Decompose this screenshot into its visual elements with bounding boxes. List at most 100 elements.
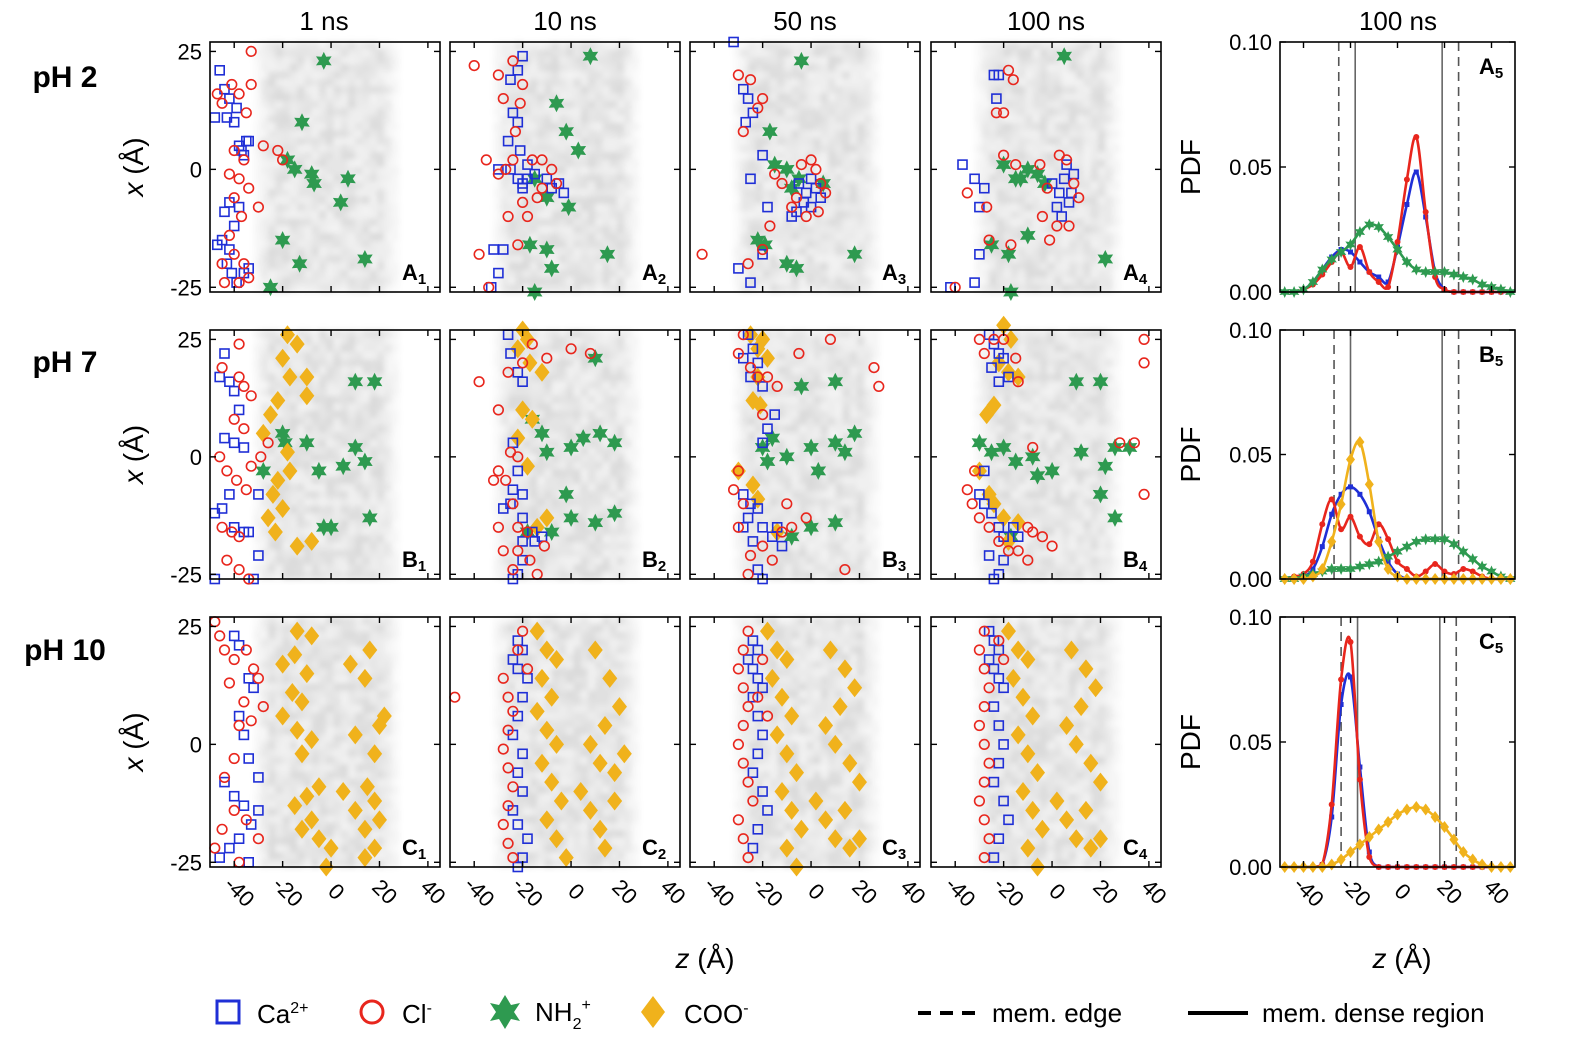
density-cell xyxy=(500,344,509,353)
density-cell xyxy=(624,86,633,95)
density-cell xyxy=(529,366,538,375)
density-cell xyxy=(558,330,567,338)
density-cell xyxy=(508,498,516,507)
density-cell xyxy=(1083,211,1092,220)
density-cell xyxy=(1090,130,1099,139)
density-cell xyxy=(377,366,385,375)
density-cell xyxy=(355,240,364,249)
density-cell xyxy=(558,269,567,278)
density-cell xyxy=(362,262,371,271)
density-cell xyxy=(1025,42,1034,50)
density-cell xyxy=(769,469,778,477)
density-cell xyxy=(348,211,356,220)
density-cell xyxy=(566,403,575,412)
density-cell xyxy=(762,476,771,485)
density-cell xyxy=(537,78,546,87)
density-cell xyxy=(1083,152,1092,161)
density-cell xyxy=(1003,115,1012,124)
density-cell xyxy=(544,498,553,507)
density-cell xyxy=(595,152,604,161)
density-cell xyxy=(275,498,284,507)
density-cell xyxy=(384,233,393,242)
density-cell xyxy=(340,527,349,536)
density-cell xyxy=(588,122,596,131)
density-cell xyxy=(835,233,844,242)
density-cell xyxy=(1054,56,1063,65)
density-cell xyxy=(1039,262,1048,271)
density-cell xyxy=(260,86,269,95)
coo-point xyxy=(263,405,279,425)
coo-point xyxy=(270,470,286,490)
density-cell xyxy=(573,203,582,212)
density-cell xyxy=(580,159,589,168)
density-cell xyxy=(602,564,611,573)
density-cell xyxy=(268,174,276,183)
nh-point xyxy=(846,245,863,264)
density-cell xyxy=(588,277,596,286)
nh-point xyxy=(558,485,574,504)
density-cell xyxy=(784,549,793,558)
density-cell xyxy=(333,152,342,161)
density-cell xyxy=(1018,108,1027,117)
density-cell xyxy=(297,64,306,73)
density-cell xyxy=(260,174,269,183)
density-cell xyxy=(348,395,356,404)
density-cell xyxy=(384,78,393,87)
col-title-2: 10 ns xyxy=(533,6,597,36)
density-cell xyxy=(595,557,604,565)
density-cell xyxy=(282,498,291,507)
density-cell xyxy=(609,130,618,139)
density-cell xyxy=(602,403,611,412)
density-cell xyxy=(849,196,858,205)
density-cell xyxy=(617,78,625,87)
density-cell xyxy=(1105,152,1114,161)
density-cell xyxy=(777,56,786,65)
density-cell xyxy=(333,86,342,95)
density-cell xyxy=(624,491,633,499)
density-cell xyxy=(508,491,516,499)
density-cell xyxy=(522,108,531,117)
density-cell xyxy=(740,137,749,146)
density-cell xyxy=(864,247,873,256)
density-cell xyxy=(580,144,589,153)
density-cell xyxy=(588,564,596,573)
density-cell xyxy=(1069,64,1077,73)
density-cell xyxy=(996,240,1005,249)
density-cell xyxy=(740,174,749,183)
density-cell xyxy=(384,100,393,109)
density-cell xyxy=(762,78,771,87)
nh-point xyxy=(274,231,291,250)
density-cell xyxy=(304,247,313,256)
cl-point xyxy=(216,521,228,533)
density-cell xyxy=(871,181,880,190)
density-cell xyxy=(500,439,509,448)
density-cell xyxy=(500,476,509,485)
density-cell xyxy=(595,542,604,551)
density-cell xyxy=(762,535,771,543)
density-cell xyxy=(996,189,1005,198)
cl-point xyxy=(497,92,509,105)
density-cell xyxy=(580,447,589,456)
density-cell xyxy=(631,262,640,271)
density-cell xyxy=(631,330,640,338)
density-cell xyxy=(777,93,786,102)
density-cell xyxy=(740,240,749,249)
cl-point xyxy=(769,168,781,180)
density-cell xyxy=(362,233,371,242)
cl-point xyxy=(1073,192,1085,204)
density-cell xyxy=(253,196,262,205)
density-cell xyxy=(508,373,516,382)
density-cell xyxy=(369,78,378,87)
density-cell xyxy=(1061,159,1070,168)
density-cell xyxy=(1039,78,1048,87)
density-cell xyxy=(617,388,625,397)
density-cell xyxy=(755,269,764,278)
density-cell xyxy=(1112,93,1121,102)
ca-point xyxy=(493,267,504,279)
density-cell xyxy=(297,78,306,87)
density-cell xyxy=(631,211,640,220)
density-cell xyxy=(369,203,378,212)
density-cell xyxy=(580,513,589,521)
nh-point xyxy=(347,438,364,457)
density-cell xyxy=(784,498,793,507)
